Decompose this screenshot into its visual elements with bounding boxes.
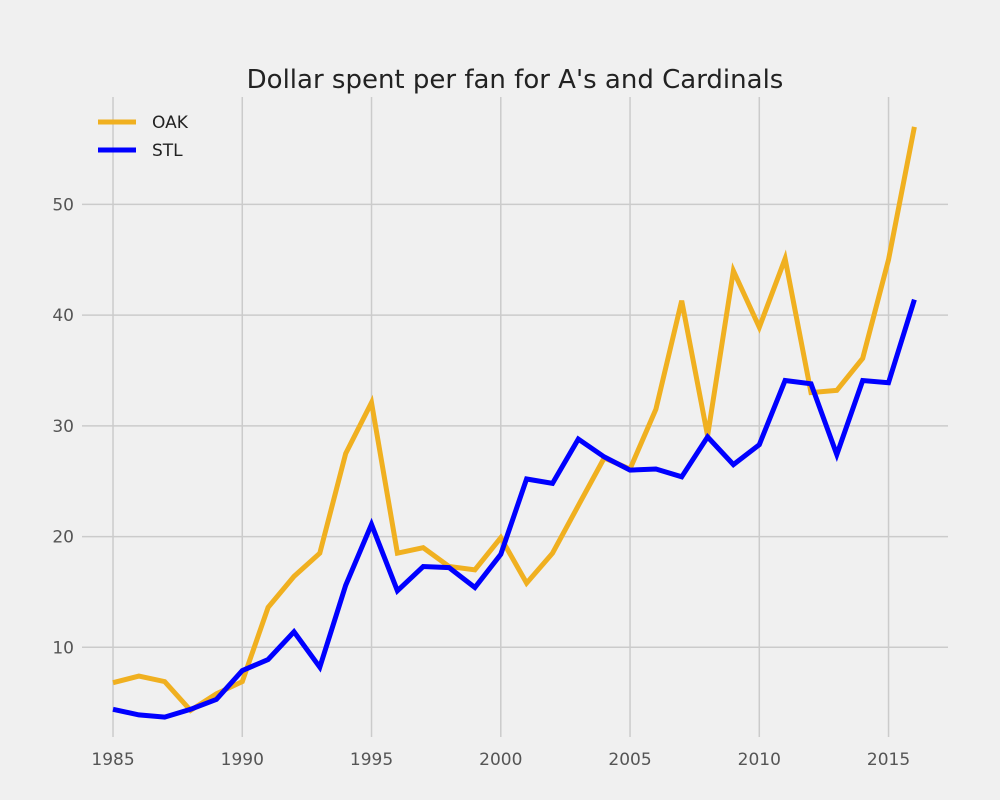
x-tick-label: 2000 — [479, 750, 522, 770]
series-layer — [112, 126, 917, 720]
legend-label-stl: STL — [152, 141, 183, 161]
chart-title: Dollar spent per fan for A's and Cardina… — [247, 65, 784, 95]
tick-labels: 1985 1990 1995 2000 2005 2010 2015 10 20 30 40 50 — [52, 195, 910, 770]
y-tick-label: 40 — [52, 306, 74, 326]
x-tick-label: 2010 — [738, 750, 781, 770]
y-tick-label: 50 — [52, 195, 74, 215]
legend: OAK STL — [98, 113, 189, 161]
x-tick-label: 2015 — [867, 750, 910, 770]
y-tick-label: 20 — [52, 528, 74, 548]
series-line-stl — [112, 298, 917, 720]
series-line-oak — [112, 126, 917, 714]
y-tick-label: 10 — [52, 638, 74, 658]
y-tick-label: 30 — [52, 417, 74, 437]
grid-layer — [82, 97, 948, 737]
x-tick-label: 1985 — [91, 750, 134, 770]
x-tick-label: 2005 — [608, 750, 651, 770]
x-tick-label: 1995 — [350, 750, 393, 770]
x-tick-label: 1990 — [221, 750, 264, 770]
legend-label-oak: OAK — [152, 113, 189, 133]
